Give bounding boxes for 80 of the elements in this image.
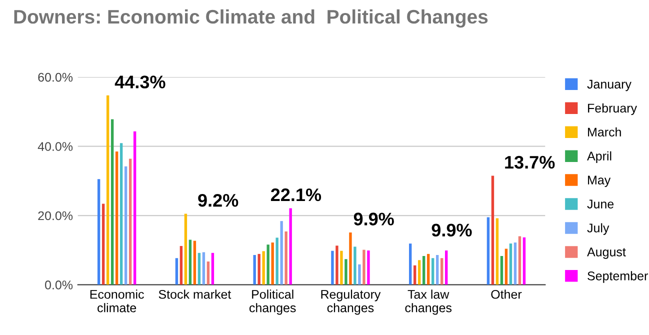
y-tick-label: 0.0% xyxy=(45,280,73,290)
bar xyxy=(344,259,348,285)
bar xyxy=(97,179,100,285)
bar xyxy=(276,238,278,285)
legend-label: September xyxy=(588,271,648,283)
bar xyxy=(500,256,504,285)
legend-label: August xyxy=(587,248,626,259)
annotation: 9.9% xyxy=(354,212,394,226)
bar xyxy=(206,262,210,285)
bar xyxy=(408,244,412,285)
bar xyxy=(271,242,274,285)
bar xyxy=(436,254,439,285)
bar xyxy=(262,251,265,285)
bar xyxy=(504,248,508,285)
legend-label: February xyxy=(588,103,637,116)
bar xyxy=(413,265,416,285)
x-tick-label: Stock market xyxy=(158,290,232,299)
annotation: 44.3% xyxy=(114,76,166,88)
bar xyxy=(180,246,183,285)
annotation: 9.9% xyxy=(432,224,472,237)
bar xyxy=(175,258,178,285)
annotation: 9.2% xyxy=(198,194,238,207)
bar xyxy=(340,250,343,285)
bar xyxy=(266,244,270,285)
bar xyxy=(486,217,490,285)
bar xyxy=(354,246,356,285)
legend-label: March xyxy=(588,127,621,137)
bar xyxy=(349,232,352,285)
bar xyxy=(422,256,426,285)
bar xyxy=(514,242,517,285)
legend-label: May xyxy=(588,176,611,187)
bar xyxy=(280,221,283,285)
annotation: 13.7% xyxy=(505,156,555,169)
bar xyxy=(193,240,196,285)
y-tick-label: 40.0% xyxy=(38,142,73,151)
legend-label: April xyxy=(587,151,612,163)
bar xyxy=(102,204,105,285)
bar xyxy=(115,151,118,285)
bar xyxy=(496,218,499,285)
bar xyxy=(440,258,444,285)
bar xyxy=(367,250,370,285)
bar xyxy=(211,252,214,285)
bar xyxy=(120,143,123,285)
bar xyxy=(289,208,292,285)
y-tick-label: 20.0% xyxy=(38,211,73,220)
bar xyxy=(253,254,256,285)
bar xyxy=(188,240,192,285)
bar xyxy=(491,176,494,285)
x-tick-label: Political changes xyxy=(249,290,296,315)
x-tick-label: Regulatory changes xyxy=(321,290,381,315)
bar xyxy=(336,246,338,285)
bar xyxy=(198,252,201,285)
bar xyxy=(509,244,512,285)
bar xyxy=(128,158,132,285)
bar xyxy=(184,214,188,285)
x-tick-label: Other xyxy=(491,290,522,299)
legend-label: June xyxy=(587,200,614,208)
chart-title: Downers: Economic Climate and Political Changes xyxy=(14,9,488,28)
bar xyxy=(331,250,334,285)
bar xyxy=(106,95,110,285)
bar xyxy=(110,119,114,285)
bar xyxy=(444,250,448,285)
bar xyxy=(202,252,206,285)
bar xyxy=(426,254,430,285)
legend-label: January xyxy=(587,80,632,92)
bar xyxy=(518,236,522,285)
annotation: 22.1% xyxy=(270,188,322,202)
x-tick-label: Economic climate xyxy=(90,290,144,312)
bar xyxy=(362,250,366,285)
bar xyxy=(522,237,526,285)
y-tick-label: 60.0% xyxy=(38,72,73,82)
bar xyxy=(358,264,361,285)
bar xyxy=(133,131,136,285)
bar xyxy=(284,231,288,285)
x-tick-label: Tax law changes xyxy=(405,290,452,315)
bar xyxy=(431,258,434,285)
bar xyxy=(418,260,421,285)
bar xyxy=(124,166,128,285)
legend-label: July xyxy=(587,223,610,235)
bar xyxy=(258,254,260,285)
